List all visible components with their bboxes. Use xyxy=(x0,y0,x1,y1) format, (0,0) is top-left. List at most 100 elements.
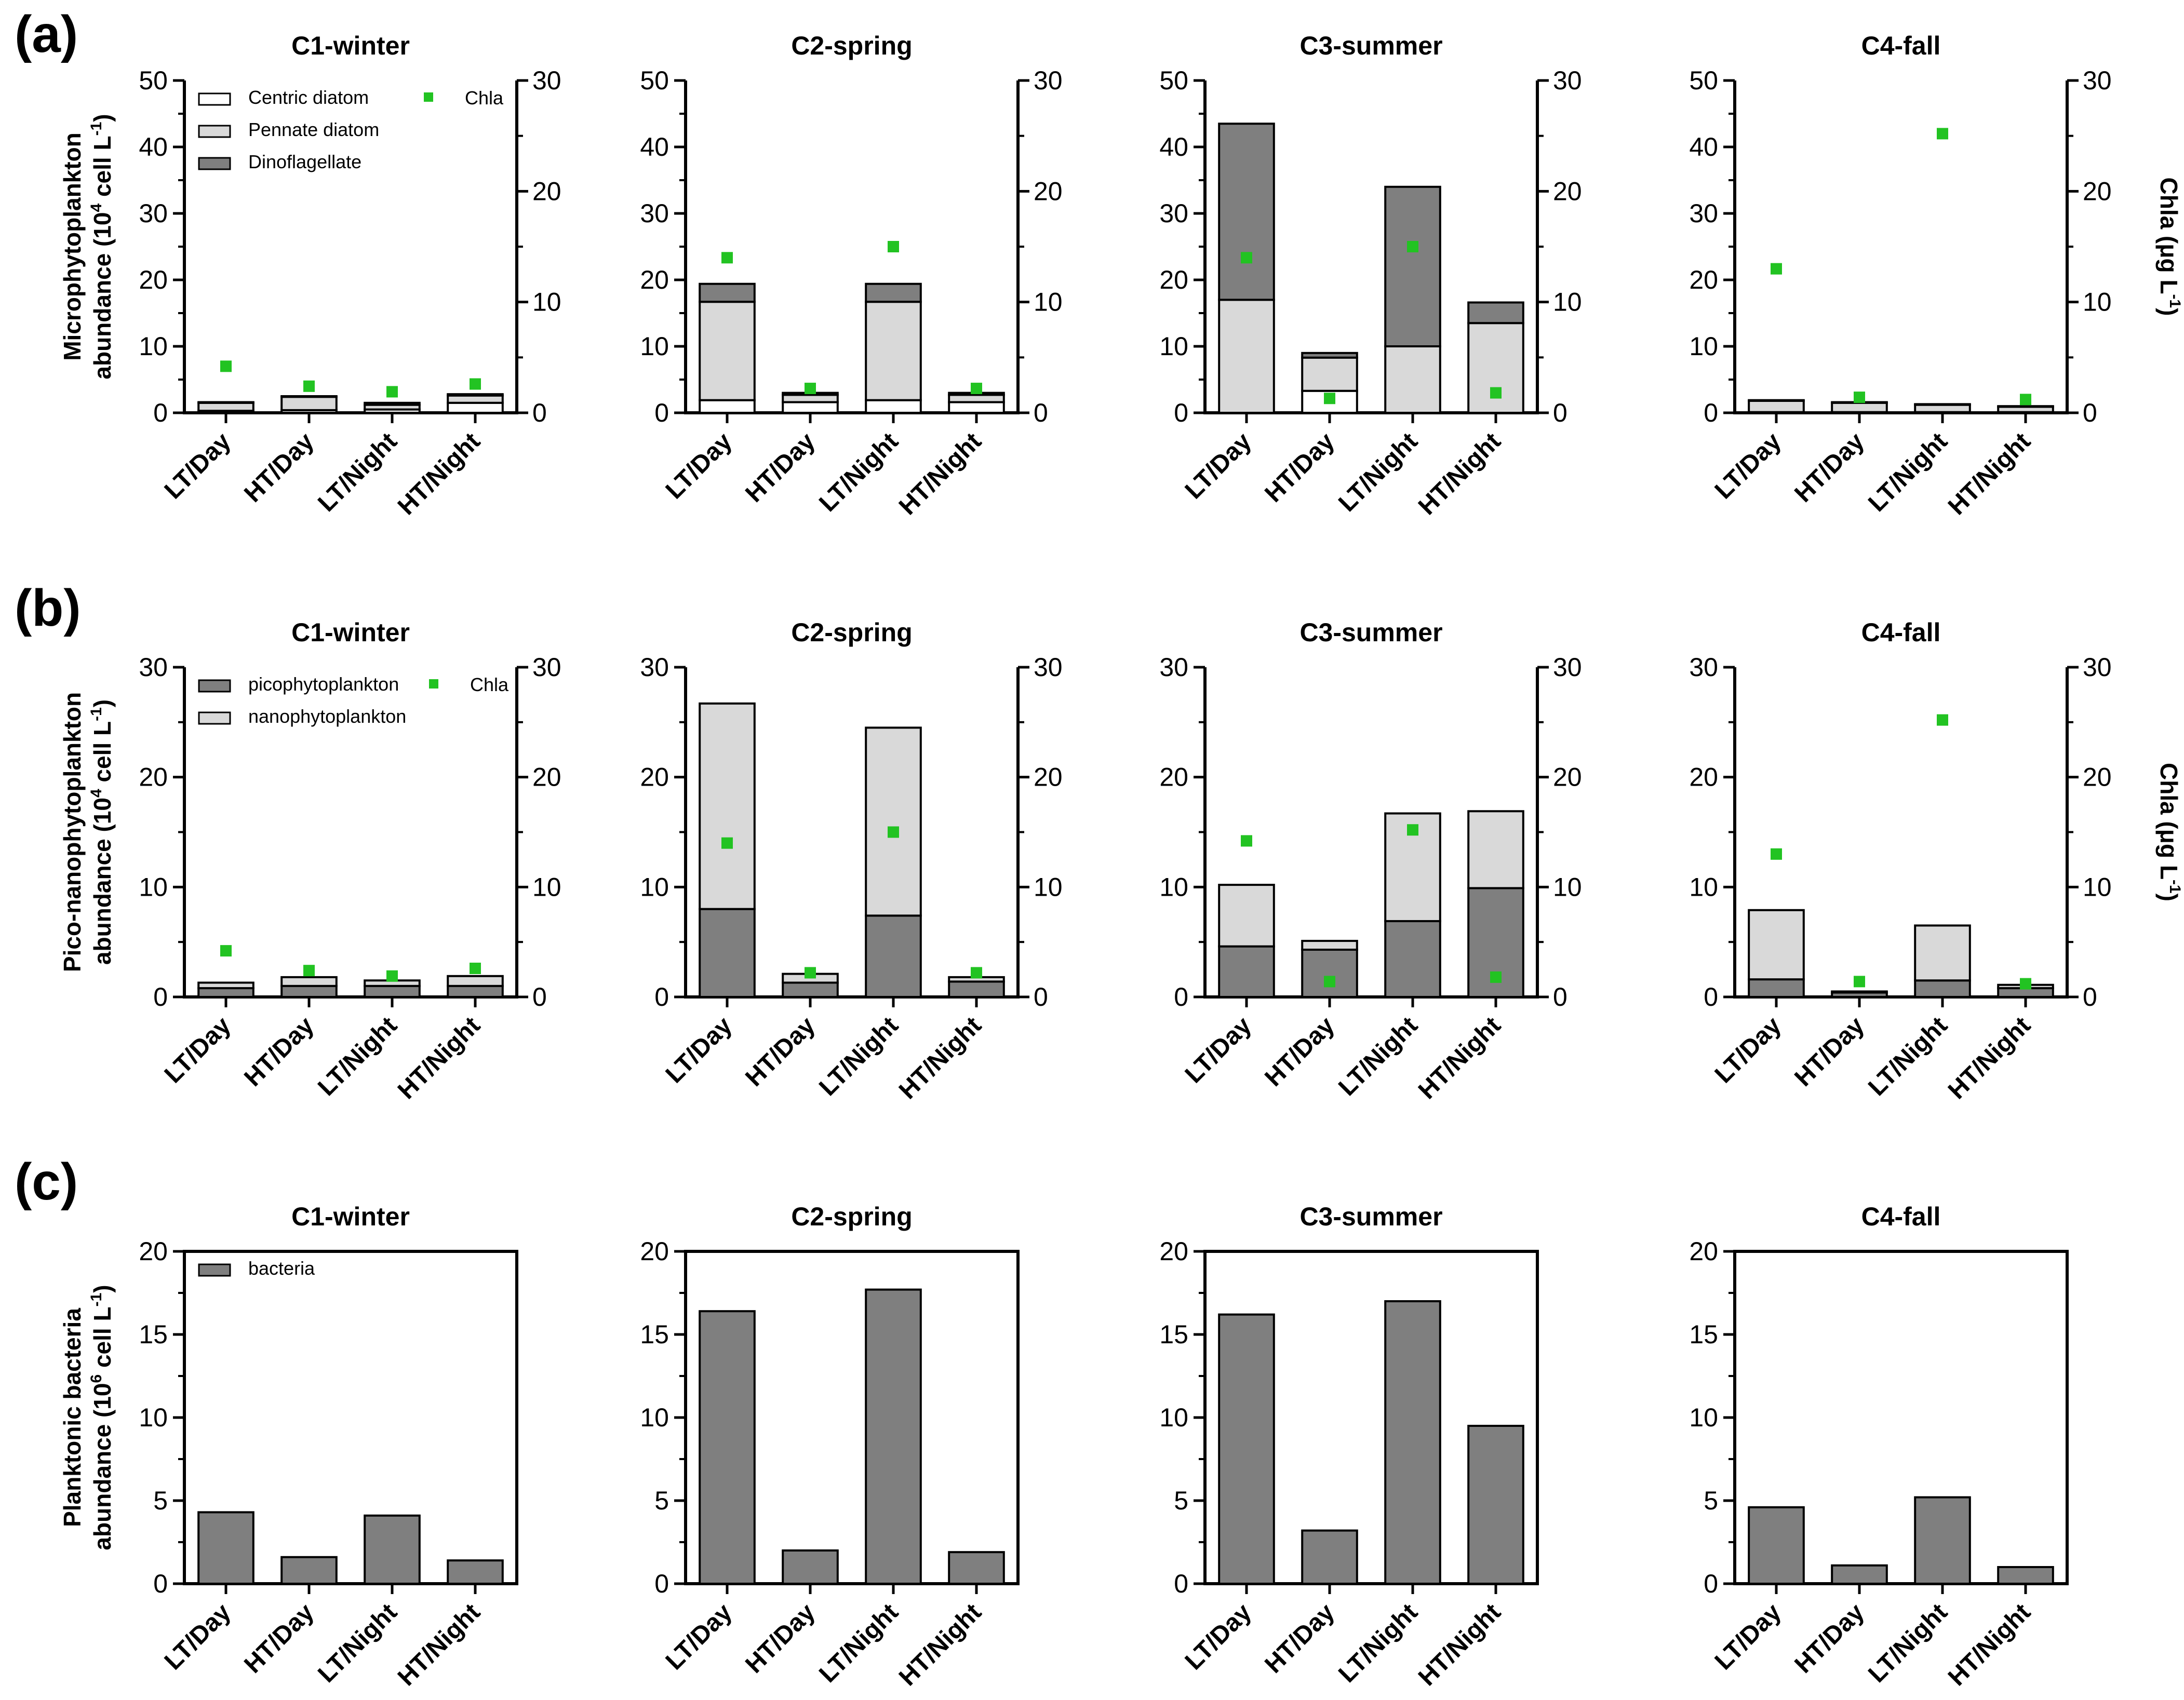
bar-pennate-diatom xyxy=(1831,401,1888,413)
x-tick-label: LT/Day xyxy=(661,1011,738,1088)
bar-pennate-diatom xyxy=(280,396,338,411)
y-tick-label: 10 xyxy=(1159,1403,1188,1432)
bar-pennate-diatom xyxy=(948,394,1005,403)
y-tick-label: 20 xyxy=(139,265,168,294)
y-tick-label: 10 xyxy=(139,872,168,901)
bar-pennate-diatom xyxy=(1914,403,1971,413)
chart-c-2: C2-spring 0 5 10 15 20 LT/Day HT/DayLT/NightHT/… xyxy=(640,1202,1020,1691)
bar-picophytoplankton xyxy=(865,914,922,999)
legend-swatch xyxy=(198,125,231,138)
bar-pennate-diatom xyxy=(865,301,922,401)
y2-tick-label: 30 xyxy=(1034,66,1063,95)
chart-c-1: C1-winter 0 5 10 15 20 LT/Day HT/DayLT/NightHT/… xyxy=(59,1202,518,1691)
chla-point xyxy=(1854,976,1865,988)
y-tick-label: 0 xyxy=(1174,982,1188,1011)
bar-dinoflagellate xyxy=(865,282,922,303)
x-tick-label: HT/Day xyxy=(239,1598,319,1679)
axis-frame xyxy=(183,1250,518,1585)
x-tick-label: HT/Night xyxy=(1413,1598,1506,1691)
y-tick-label: 5 xyxy=(153,1486,168,1515)
bar-picophytoplankton xyxy=(948,980,1005,999)
bar-pennate-diatom xyxy=(1467,322,1524,414)
chla-point xyxy=(470,962,481,974)
bar-bacteria xyxy=(948,1551,1005,1585)
y2-tick-label: 0 xyxy=(2083,982,2097,1011)
chla-point xyxy=(220,360,232,372)
chart-title: C2-spring xyxy=(791,31,912,60)
y-tick-label: 5 xyxy=(1704,1486,1718,1515)
y-tick-label: 0 xyxy=(153,398,168,427)
y-tick-label: 0 xyxy=(654,1569,669,1598)
y-tick-label: 50 xyxy=(640,66,669,95)
y-tick-label: 20 xyxy=(1159,1237,1188,1266)
bar-picophytoplankton xyxy=(447,984,504,999)
y2-axis-label: Chla (μg L-1​) xyxy=(2155,763,2183,901)
chla-point xyxy=(2020,394,2031,406)
bar-bacteria xyxy=(447,1559,504,1585)
x-tick-label: LT/Day xyxy=(1710,427,1787,504)
legend-swatch xyxy=(198,157,231,170)
bar-dinoflagellate xyxy=(197,401,254,404)
chla-point xyxy=(1407,241,1418,252)
x-tick-label: HT/Day xyxy=(239,427,319,508)
chla-point xyxy=(1324,976,1335,988)
y-tick-label: 10 xyxy=(640,332,669,361)
bar-centric-diatom xyxy=(447,401,504,414)
bar-pennate-diatom xyxy=(197,401,254,412)
y-tick-label: 20 xyxy=(640,763,669,792)
x-tick-label: HT/Day xyxy=(740,1011,821,1092)
y-tick-label: 10 xyxy=(139,1403,168,1432)
chla-point xyxy=(1490,971,1502,983)
chla-point xyxy=(971,967,982,979)
x-tick-label: LT/Day xyxy=(1180,427,1257,504)
x-tick-label: LT/Night xyxy=(1863,1011,1953,1101)
chart-a-2: C2-spring 0 10 20 30 40 50 0 10 20 30 LT/Day HT/DayL… xyxy=(640,31,1062,520)
x-tick-label: HT/Night xyxy=(393,1598,486,1691)
y-tick-label: 50 xyxy=(1689,66,1718,95)
bar-picophytoplankton xyxy=(1997,987,2054,998)
chla-point xyxy=(1490,387,1502,399)
x-tick-label: LT/Night xyxy=(313,427,403,517)
y2-tick-label: 0 xyxy=(2083,398,2097,427)
y-tick-label: 15 xyxy=(139,1320,168,1349)
bar-pennate-diatom xyxy=(1218,299,1275,414)
bar-nanophytoplankton xyxy=(447,975,504,987)
bar-nanophytoplankton xyxy=(1748,909,1805,981)
chart-title: C4-fall xyxy=(1861,618,1941,647)
bar-pennate-diatom xyxy=(699,301,756,401)
y-tick-label: 30 xyxy=(1159,199,1188,228)
bar-nanophytoplankton xyxy=(197,981,254,990)
chart-b-3: C3-summer 0 10 20 30 0 10 20 30 LT/Day HT/DayLT/Ni… xyxy=(1159,618,1582,1104)
y2-tick-label: 10 xyxy=(1034,288,1063,317)
bar-dinoflagellate xyxy=(1384,185,1441,347)
y-tick-label: 10 xyxy=(1689,1403,1718,1432)
legend-swatch xyxy=(198,679,231,693)
panel-label-b: (b) xyxy=(15,579,81,637)
x-tick-label: HT/Night xyxy=(393,1011,486,1104)
y2-tick-label: 10 xyxy=(1034,872,1063,901)
chla-point xyxy=(2020,978,2031,990)
y-tick-label: 20 xyxy=(1689,763,1718,792)
chart-title: C3-summer xyxy=(1299,1202,1442,1231)
y2-tick-label: 20 xyxy=(1034,177,1063,206)
y-tick-label: 20 xyxy=(1159,265,1188,294)
y-tick-label: 30 xyxy=(1159,653,1188,682)
y-tick-label: 5 xyxy=(1174,1486,1188,1515)
y-tick-label: 0 xyxy=(1704,982,1718,1011)
bar-picophytoplankton xyxy=(1218,945,1275,998)
x-tick-label: HT/Day xyxy=(239,1011,319,1092)
bar-picophytoplankton xyxy=(1301,948,1358,998)
chart-a-4: C4-fall 0 10 20 30 40 50 0 10 20 30 LT/Day HT/DayLT/… xyxy=(1689,31,2183,520)
bar-dinoflagellate xyxy=(280,395,338,398)
chla-point xyxy=(805,383,816,395)
y-tick-label: 20 xyxy=(640,1237,669,1266)
bar-bacteria xyxy=(364,1514,421,1585)
chla-point xyxy=(971,383,982,395)
bar-bacteria xyxy=(699,1310,756,1585)
chla-point xyxy=(721,837,733,849)
legend-swatch xyxy=(198,711,231,725)
y2-tick-label: 0 xyxy=(1553,982,1567,1011)
y-tick-label: 50 xyxy=(139,66,168,95)
legend-label: Pennate diatom xyxy=(248,119,379,140)
